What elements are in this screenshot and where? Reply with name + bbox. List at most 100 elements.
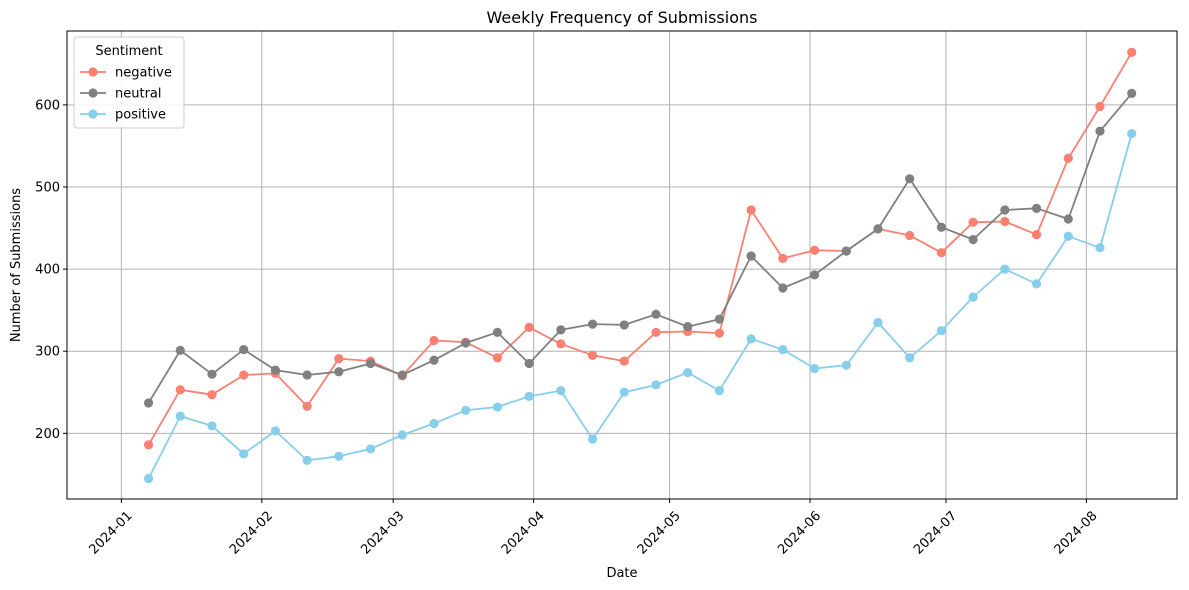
data-point bbox=[492, 353, 503, 363]
data-point bbox=[936, 222, 947, 232]
series-neutral bbox=[143, 88, 1137, 408]
data-point bbox=[175, 411, 185, 421]
data-point bbox=[1095, 101, 1105, 112]
data-point bbox=[365, 358, 376, 369]
data-point bbox=[936, 326, 947, 336]
data-point bbox=[905, 353, 915, 363]
legend-label: neutral bbox=[115, 87, 162, 102]
x-ticks: 2024-01 2024-02 2024-03 2024-04 2024-05 2024-… bbox=[87, 499, 1101, 558]
data-point bbox=[936, 248, 947, 258]
x-tick-label: 2024-06 bbox=[775, 509, 824, 558]
x-tick-label: 2024-07 bbox=[911, 509, 960, 558]
data-point bbox=[143, 440, 154, 450]
data-point bbox=[746, 334, 756, 344]
data-point bbox=[746, 205, 756, 215]
legend-items: negative neutral positive bbox=[80, 66, 172, 123]
data-point bbox=[587, 319, 598, 329]
data-point bbox=[587, 350, 598, 360]
data-point bbox=[1127, 88, 1137, 98]
data-point bbox=[778, 283, 788, 293]
data-point bbox=[207, 421, 217, 431]
data-point bbox=[619, 320, 629, 330]
data-point bbox=[429, 335, 439, 346]
x-axis-label: Date bbox=[606, 566, 637, 581]
data-point bbox=[683, 367, 693, 378]
x-tick-label: 2024-04 bbox=[499, 509, 548, 558]
data-point bbox=[143, 473, 154, 484]
data-point bbox=[809, 245, 820, 255]
data-point bbox=[239, 449, 249, 459]
data-point bbox=[1031, 279, 1042, 289]
series-line-neutral bbox=[147, 92, 1133, 404]
data-point bbox=[334, 451, 344, 461]
data-point bbox=[397, 370, 407, 380]
legend: Sentiment negative neutral positive bbox=[73, 36, 185, 129]
data-point bbox=[1031, 230, 1042, 240]
data-point bbox=[619, 387, 629, 397]
legend-marker bbox=[88, 88, 98, 98]
data-point bbox=[1127, 47, 1137, 57]
data-point bbox=[239, 344, 249, 355]
y-tick-label: 400 bbox=[35, 263, 60, 278]
grid-lines bbox=[67, 31, 1177, 499]
data-point bbox=[587, 434, 598, 444]
data-point bbox=[334, 367, 344, 377]
data-point bbox=[524, 322, 534, 332]
data-point bbox=[556, 386, 566, 396]
series-line-positive bbox=[147, 133, 1133, 479]
data-point bbox=[1063, 214, 1073, 224]
legend-marker bbox=[88, 109, 98, 119]
data-point bbox=[556, 339, 566, 349]
y-tick-label: 500 bbox=[35, 181, 60, 196]
data-point bbox=[1000, 264, 1010, 274]
data-point bbox=[651, 380, 661, 390]
data-point bbox=[270, 365, 281, 375]
data-point bbox=[524, 358, 534, 369]
chart-title: Weekly Frequency of Submissions bbox=[487, 8, 758, 27]
data-point bbox=[809, 270, 820, 280]
data-point bbox=[270, 426, 281, 436]
data-point bbox=[207, 390, 217, 400]
data-point bbox=[207, 369, 217, 379]
y-tick-label: 600 bbox=[35, 98, 60, 113]
legend-item-neutral: neutral bbox=[80, 87, 162, 102]
data-point bbox=[619, 356, 629, 366]
series-line-negative bbox=[147, 51, 1133, 446]
legend-marker bbox=[88, 67, 98, 77]
data-point bbox=[968, 217, 978, 227]
y-ticks: 200 300 400 500 600 bbox=[35, 98, 67, 442]
data-point bbox=[1000, 205, 1010, 215]
data-point bbox=[1000, 216, 1010, 227]
data-point bbox=[714, 386, 725, 396]
data-point bbox=[302, 455, 312, 466]
y-tick-label: 300 bbox=[35, 345, 60, 360]
data-point bbox=[968, 234, 978, 245]
data-point bbox=[461, 405, 471, 415]
x-tick-label: 2024-01 bbox=[87, 509, 136, 558]
data-point bbox=[873, 317, 883, 328]
data-point bbox=[302, 401, 312, 411]
data-point bbox=[175, 385, 185, 395]
data-point bbox=[841, 246, 851, 256]
data-point bbox=[1095, 243, 1105, 253]
data-point bbox=[429, 355, 439, 365]
legend-label: positive bbox=[115, 108, 166, 123]
data-point bbox=[492, 327, 503, 337]
data-point bbox=[1095, 126, 1105, 136]
data-point bbox=[461, 338, 471, 348]
data-point bbox=[492, 402, 503, 412]
data-point bbox=[365, 444, 376, 454]
data-point bbox=[175, 345, 185, 355]
data-point bbox=[683, 321, 693, 332]
x-tick-label: 2024-02 bbox=[227, 509, 276, 558]
data-point bbox=[714, 314, 725, 324]
legend-item-positive: positive bbox=[80, 108, 166, 123]
data-point bbox=[302, 370, 312, 380]
legend-title: Sentiment bbox=[95, 44, 162, 59]
data-point bbox=[556, 325, 566, 335]
data-point bbox=[746, 251, 756, 261]
series-group bbox=[143, 47, 1137, 484]
legend-item-negative: negative bbox=[80, 66, 172, 81]
data-point bbox=[1031, 203, 1042, 213]
data-point bbox=[651, 309, 661, 319]
